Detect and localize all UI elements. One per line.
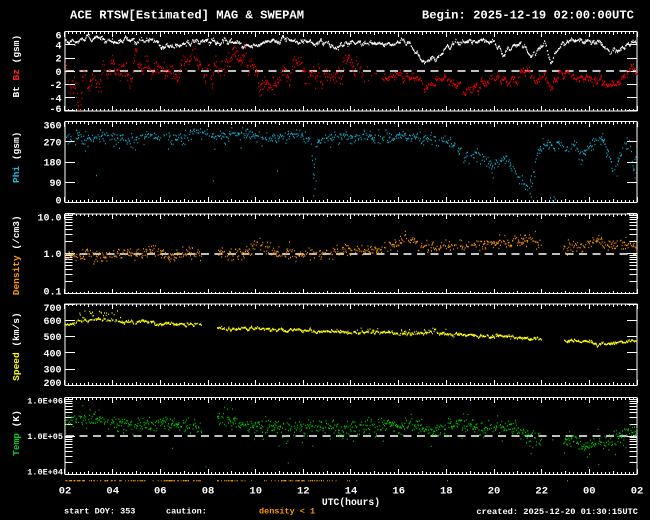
svg-text:00: 00 bbox=[583, 486, 596, 498]
svg-text:10.0: 10.0 bbox=[37, 214, 61, 225]
svg-text:density < 1: density < 1 bbox=[259, 507, 315, 517]
svg-text:-6: -6 bbox=[49, 105, 61, 116]
svg-text:6: 6 bbox=[55, 31, 61, 42]
svg-text:start DOY: 353: start DOY: 353 bbox=[64, 507, 135, 517]
svg-text:270: 270 bbox=[43, 138, 61, 149]
svg-text:0: 0 bbox=[55, 196, 61, 207]
svg-text:1.0E+04: 1.0E+04 bbox=[27, 468, 63, 478]
svg-text:200: 200 bbox=[43, 379, 61, 390]
svg-text:1.0E+05: 1.0E+05 bbox=[27, 432, 63, 442]
svg-text:90: 90 bbox=[49, 179, 61, 190]
svg-text:0: 0 bbox=[55, 68, 61, 79]
svg-text:Speed (km/s): Speed (km/s) bbox=[11, 312, 22, 380]
svg-text:Density (/cm3): Density (/cm3) bbox=[11, 215, 22, 295]
svg-text:1.0: 1.0 bbox=[43, 250, 61, 261]
svg-text:14: 14 bbox=[345, 486, 358, 498]
svg-text:180: 180 bbox=[43, 159, 61, 170]
svg-text:300: 300 bbox=[43, 366, 61, 377]
svg-text:Temp (K): Temp (K) bbox=[11, 410, 22, 456]
svg-text:02: 02 bbox=[631, 486, 644, 498]
svg-text:1.0E+06: 1.0E+06 bbox=[27, 397, 63, 407]
svg-text:0.1: 0.1 bbox=[43, 287, 61, 298]
svg-text:-4: -4 bbox=[49, 94, 61, 105]
svg-text:2: 2 bbox=[55, 55, 61, 66]
svg-text:18: 18 bbox=[440, 486, 453, 498]
svg-text:500: 500 bbox=[43, 333, 61, 344]
svg-text:UTC(hours): UTC(hours) bbox=[322, 497, 380, 508]
svg-text:created: 2025-12-20 01:30:15UT: created: 2025-12-20 01:30:15UTC bbox=[476, 507, 638, 517]
svg-text:08: 08 bbox=[202, 486, 215, 498]
svg-text:700: 700 bbox=[43, 304, 61, 315]
svg-text:Phi (gsm): Phi (gsm) bbox=[11, 132, 22, 183]
svg-text:12: 12 bbox=[297, 486, 310, 498]
svg-text:600: 600 bbox=[43, 317, 61, 328]
svg-text:Begin: 2025-12-19 02:00:00UTC: Begin: 2025-12-19 02:00:00UTC bbox=[422, 9, 634, 23]
svg-text:22: 22 bbox=[535, 486, 548, 498]
svg-text:16: 16 bbox=[392, 486, 405, 498]
svg-text:02: 02 bbox=[59, 486, 72, 498]
svg-text:10: 10 bbox=[249, 486, 262, 498]
svg-text:20: 20 bbox=[488, 486, 501, 498]
svg-text:ACE RTSW[Estimated] MAG & SWEP: ACE RTSW[Estimated] MAG & SWEPAM bbox=[70, 9, 304, 23]
svg-text:4: 4 bbox=[55, 41, 61, 52]
svg-text:400: 400 bbox=[43, 349, 61, 360]
svg-text:caution:: caution: bbox=[166, 507, 207, 517]
svg-text:04: 04 bbox=[106, 486, 119, 498]
svg-text:06: 06 bbox=[154, 486, 167, 498]
svg-text:360: 360 bbox=[43, 121, 61, 132]
svg-text:Bt Bz (gsm): Bt Bz (gsm) bbox=[11, 35, 22, 98]
svg-text:-2: -2 bbox=[49, 81, 61, 92]
